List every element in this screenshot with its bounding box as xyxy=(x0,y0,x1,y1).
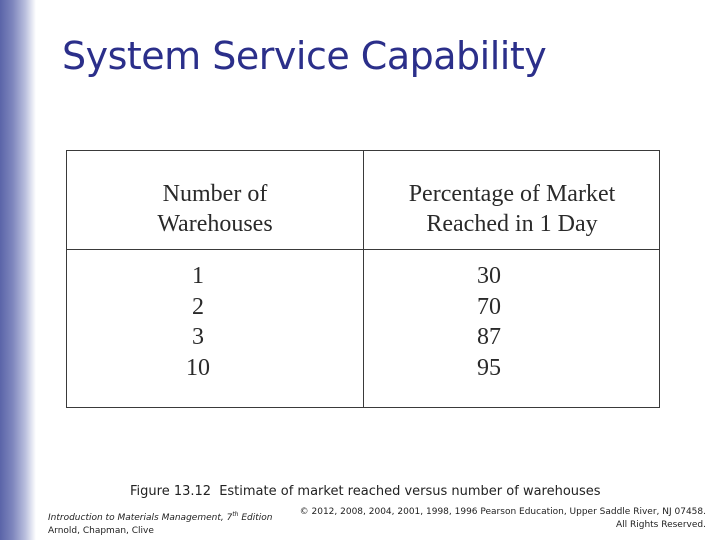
header-percentage-of-market: Percentage of Market Reached in 1 Day xyxy=(365,179,659,239)
book-title-text: Introduction to Materials Management, 7 xyxy=(48,513,233,523)
book-edition-text: Edition xyxy=(238,513,273,523)
table-header-divider xyxy=(67,249,659,250)
warehouses-column: 1 2 3 10 xyxy=(167,261,261,383)
table-cell-percent: 30 xyxy=(477,263,501,289)
header-line: Warehouses xyxy=(157,211,273,237)
slide-title: System Service Capability xyxy=(62,34,547,78)
header-line: Reached in 1 Day xyxy=(426,211,598,237)
figure-number: Figure 13.12 xyxy=(130,484,212,499)
table-cell-warehouses: 2 xyxy=(192,293,204,320)
table-cell-warehouses: 1 xyxy=(192,263,204,289)
table-cell-warehouses: 3 xyxy=(192,324,204,350)
table-column-divider xyxy=(363,151,364,407)
table-cell-percent: 70 xyxy=(477,293,501,320)
warehouse-market-table: Number of Warehouses Percentage of Marke… xyxy=(66,150,660,408)
figure-caption: Figure 13.12 Estimate of market reached … xyxy=(130,484,601,499)
table-cell-warehouses: 10 xyxy=(186,354,210,381)
slide-side-bar xyxy=(0,0,36,540)
header-number-of-warehouses: Number of Warehouses xyxy=(67,179,363,239)
header-line: Percentage of Market xyxy=(408,181,616,207)
book-edition-sup: th xyxy=(232,511,239,518)
footer-copyright: © 2012, 2008, 2004, 2001, 1998, 1996 Pea… xyxy=(300,506,706,532)
table-cell-percent: 87 xyxy=(477,324,501,350)
book-title: Introduction to Materials Management, 7t… xyxy=(48,508,272,525)
header-line: Number of xyxy=(162,181,268,207)
copyright-line: © 2012, 2008, 2004, 2001, 1998, 1996 Pea… xyxy=(299,507,706,517)
book-authors: Arnold, Chapman, Clive xyxy=(48,526,154,536)
figure-caption-text: Estimate of market reached versus number… xyxy=(219,484,601,499)
percent-column: 30 70 87 95 xyxy=(459,261,519,383)
footer-book-info: Introduction to Materials Management, 7t… xyxy=(48,508,272,538)
table-cell-percent: 95 xyxy=(477,354,501,381)
copyright-line: All Rights Reserved. xyxy=(615,520,706,530)
